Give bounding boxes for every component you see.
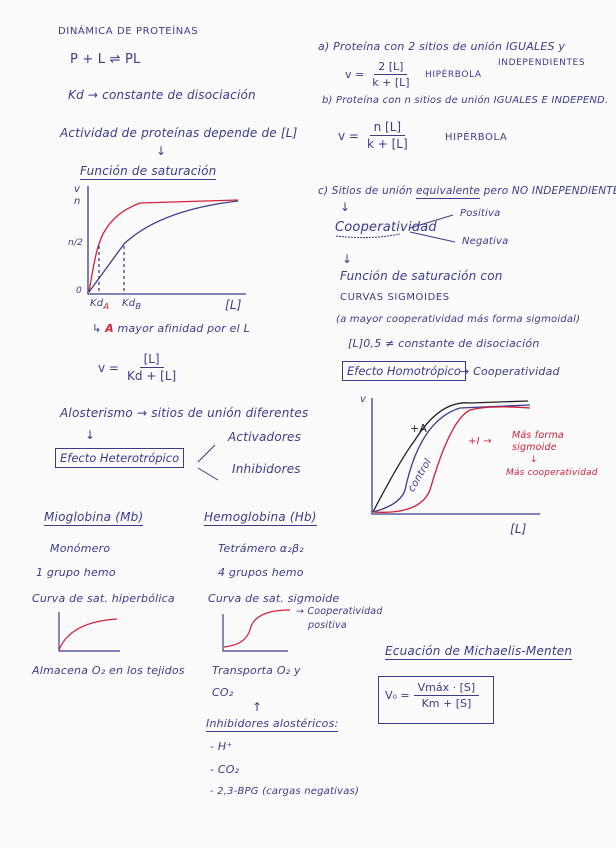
hemoglobin-tetramer: Tetrámero α₂β₂ [218,542,304,555]
cooperativity-underline [335,233,401,239]
allosterism-text: Alosterismo → sitios de unión diferentes [60,406,309,420]
activators-label: Activadores [228,430,302,444]
hb-mini-graph [222,609,291,652]
hemoglobin-coop: → Cooperatividad [296,606,383,617]
graph1-x-label: [L] [225,298,242,312]
myoglobin-title: Mioglobina (Mb) [44,510,144,526]
allosteric-graph [371,398,540,515]
graph1-curve-b [88,200,239,293]
homotropic-arrow-text: → Cooperatividad [460,365,560,378]
myoglobin-curve: Curva de sat. hiperbólica [32,592,175,605]
michaelis-formula: V₀ = Vmáx · [S] Km + [S] [385,681,480,710]
case-a-formula: v = 2 [L] k + [L] [345,60,410,89]
saturation-graph [87,186,246,295]
graph1-half-label: n/2 [68,238,84,248]
activity-statement: Actividad de proteínas depende de [L] [60,126,298,140]
graph2-curve-inhibitor [372,406,531,513]
case-b-formula: v = n [L] k + [L] [338,120,408,151]
negative-label: Negativa [462,236,509,247]
graph2-axes [371,398,540,515]
cooperativity-label: Cooperatividad [335,220,437,235]
sat-with-text: Función de saturación con [340,269,503,283]
case-b-type: HIPÉRBOLA [445,132,508,143]
kd-definition: Kd → constante de disociación [68,88,256,102]
inhibitors-title: Inhibidores alostéricos: [206,717,339,732]
graph1-curve-a [88,199,239,293]
myoglobin-function: Almacena O₂ en los tejidos [32,664,185,677]
arrow-down: ↓ [342,252,353,266]
page-title: DINÁMICA DE PROTEÍNAS [58,26,199,37]
graph2-x-label: [L] [510,522,527,536]
graph2-plus-a: +A [410,422,428,435]
hemoglobin-coop-2: positiva [308,620,347,631]
case-a-text-2: INDEPENDIENTES [498,58,586,68]
heterotropic-box: Efecto Heterotrópico [55,448,185,468]
saturation-formula: v = [L] Kd + [L] [98,352,177,383]
graph2-curve-activator [372,400,529,513]
cooperativity-branch-arrows [409,214,456,243]
graph1-y-label: v [74,184,81,195]
binding-reaction: P + L ⇌ PL [70,52,141,67]
graph1-axes [87,186,246,295]
inhibitor-item: - H⁺ [210,740,233,753]
graph2-more-coop: Más cooperatividad [506,468,598,478]
hemoglobin-heme: 4 grupos hemo [218,566,304,579]
graph2-arrow: ↓ [530,455,538,465]
hemoglobin-function: Transporta O₂ y [212,664,301,677]
sigmoid-curves-text: CURVAS SIGMOIDES [340,292,450,303]
graph2-plus-i: +I → [468,436,492,447]
mb-mini-graph [58,612,120,652]
graph1-kda-label: KdA [90,298,110,311]
myoglobin-monomer: Monómero [50,542,111,555]
case-c-text: c) Sitios de unión equivalente pero NO I… [318,185,616,199]
inhibitor-item: - CO₂ [210,763,240,776]
l05-text: [L]0,5 ≠ constante de disociación [348,337,540,350]
more-coop-text: (a mayor cooperatividad más forma sigmoi… [336,314,581,325]
hemoglobin-curve: Curva de sat. sigmoide [208,592,340,605]
arrow-up: ↑ [252,700,263,714]
hemoglobin-function-2: CO₂ [212,686,234,699]
michaelis-title: Ecuación de Michaelis-Menten [385,644,573,660]
graph1-kda-dash [98,246,125,294]
hemoglobin-title: Hemoglobina (Hb) [204,510,317,526]
graph1-zero-label: 0 [76,286,82,296]
arrow-down: ↓ [156,144,167,158]
affinity-note: ↳ A mayor afinidad por el L [92,322,250,335]
saturation-title: Función de saturación [80,164,217,180]
graph2-curve-control [372,404,531,513]
graph2-y-label: v [360,394,367,405]
case-b-text: b) Proteína con n sitios de unión IGUALE… [322,95,609,106]
inhibitors-label: Inhibidores [232,462,301,476]
graph1-kdb-label: KdB [122,298,142,311]
arrow-down: ↓ [85,428,96,442]
homotropic-box: Efecto Homotrópico [342,361,466,381]
inhibitor-item: - 2,3-BPG (cargas negativas) [210,786,360,797]
myoglobin-heme: 1 grupo hemo [36,566,116,579]
case-a-type: HIPÉRBOLA [425,70,482,80]
michaelis-box: V₀ = Vmáx · [S] Km + [S] [378,676,494,724]
heterotropic-branch-arrows [197,444,219,481]
case-a-text: a) Proteína con 2 sitios de unión IGUALE… [318,40,566,53]
arrow-down: ↓ [340,200,351,214]
graph2-more-sigmoid: Más forma sigmoide [512,430,564,453]
graph1-n-label: n [74,196,81,207]
positive-label: Positiva [460,208,501,219]
